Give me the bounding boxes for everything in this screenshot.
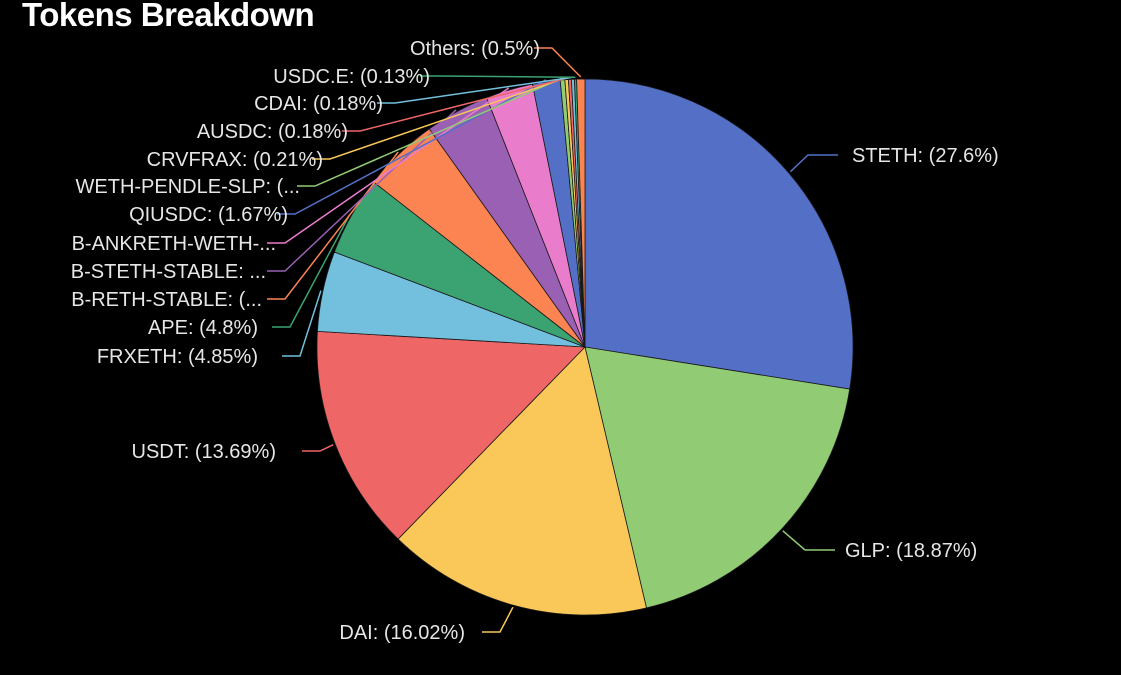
pie-slice[interactable] [584,78,854,390]
label-leader-line [420,75,576,78]
slice-label: B-ANKRETH-WETH-... [72,233,276,255]
pie-slice[interactable] [576,78,586,348]
slice-label: WETH-PENDLE-SLP: (... [76,176,300,198]
label-leader-line [282,290,322,357]
slice-label: B-RETH-STABLE: (... [71,289,262,311]
slice-label: B-STETH-STABLE: ... [71,261,266,283]
label-leader-line [297,77,563,187]
label-leader-line [312,76,567,160]
slice-label: USDT: (13.69%) [132,441,277,463]
label-leader-line [782,530,835,551]
slice-label: Others: (0.5%) [410,38,540,60]
pie-slices [316,78,854,616]
label-leader-line [267,151,399,300]
label-leader-line [534,47,582,78]
slice-label: USDC.E: (0.13%) [273,66,430,88]
pie-slice[interactable] [397,346,647,616]
slice-label: APE: (4.8%) [148,317,258,339]
chart-title: Tokens Breakdown [22,0,315,33]
slice-label: FRXETH: (4.85%) [97,346,258,368]
label-leader-line [342,76,570,132]
slice-label: AUSDC: (0.18%) [197,121,348,143]
label-leader-line [277,79,547,215]
slice-label: QIUSDC: (1.67%) [129,204,288,226]
label-leader-line [789,154,838,173]
slice-label: CDAI: (0.18%) [254,93,383,115]
slice-label: CRVFRAX: (0.21%) [147,149,323,171]
pie-slice[interactable] [316,330,586,540]
label-leader-line [377,76,573,104]
slice-label: GLP: (18.87%) [845,540,977,562]
label-leader-line [482,606,514,633]
pie-slice[interactable] [584,346,851,609]
label-leader-lines [267,47,838,633]
slice-label: DAI: (16.02%) [339,622,465,644]
label-leader-line [302,444,334,452]
label-leader-line [272,214,351,328]
slice-labels: STETH: (27.6%) GLP: (18.87%) DAI: (16.02%)… [71,38,999,644]
slice-label: STETH: (27.6%) [852,145,999,167]
